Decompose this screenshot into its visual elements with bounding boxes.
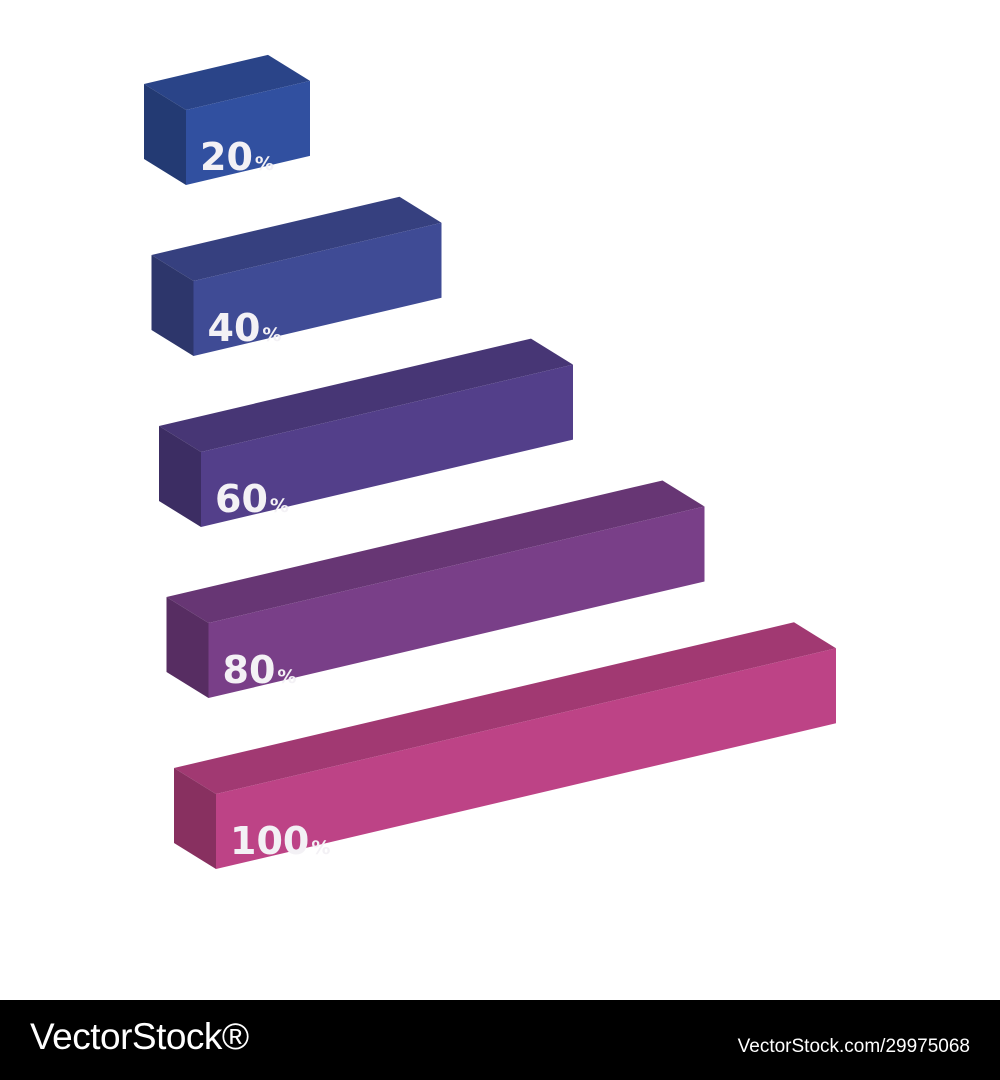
bar-side-face: [151, 255, 194, 356]
bar-value-label: 40%: [208, 306, 282, 350]
bar-40-pct: 40%: [151, 196, 442, 356]
bar-front-face: [186, 80, 310, 185]
bar-front-face: [216, 648, 836, 869]
bar-top-face: [159, 338, 573, 452]
bar-front-face: [201, 364, 573, 527]
bar-value-label: 60%: [215, 477, 289, 521]
bar-100-pct: 100%: [174, 622, 836, 869]
bar-front-face: [193, 222, 442, 356]
bar-side-face: [174, 768, 216, 869]
bar-top-face: [174, 622, 836, 794]
bar-top-face: [166, 480, 705, 623]
bar-top-face: [151, 196, 442, 281]
watermark-footer: VectorStock® VectorStock.com/29975068: [0, 1000, 1000, 1080]
image-id-text: VectorStock.com/29975068: [737, 1036, 970, 1057]
bar-value-label: 100%: [230, 819, 330, 863]
bar-chart: 20 % 40 % 60 % 80 % 100%: [144, 54, 836, 869]
bar-value-label: 80%: [223, 648, 297, 692]
brand-logo-text: VectorStock®: [30, 1016, 249, 1057]
bar-value-label: 20%: [200, 135, 274, 179]
bar-20-pct: 20%: [144, 54, 310, 185]
bar-80-pct: 80%: [166, 480, 705, 698]
bar-60-pct: 60%: [159, 338, 573, 527]
bar-side-face: [159, 426, 201, 527]
bar-side-face: [144, 84, 186, 185]
bar-front-face: [208, 506, 705, 698]
bar-side-face: [166, 597, 209, 698]
bar-top-face: [144, 54, 310, 110]
chart-area: 20% 40% 60% 80% 100%: [144, 54, 836, 869]
